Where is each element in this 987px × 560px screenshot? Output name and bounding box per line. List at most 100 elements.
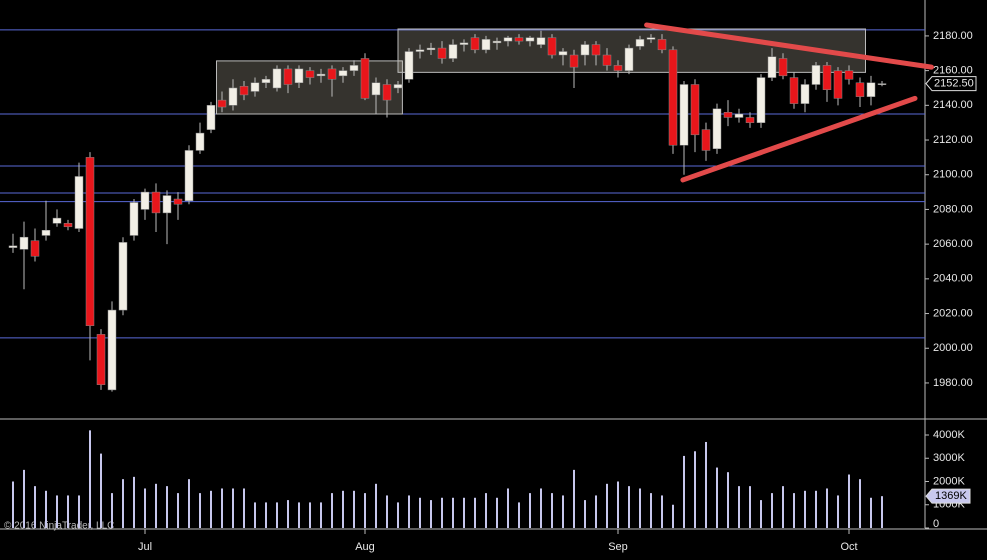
volume-bar	[859, 479, 861, 528]
candle-body	[52, 217, 62, 224]
candle-body	[404, 51, 414, 80]
volume-bar	[210, 490, 212, 528]
y-tick-label: 3000K	[933, 452, 965, 464]
candle-body	[228, 87, 238, 106]
volume-bar	[177, 493, 179, 528]
volume-bar	[584, 500, 586, 528]
volume-bar	[661, 495, 663, 528]
volume-bar	[78, 495, 80, 528]
volume-bar	[650, 493, 652, 528]
volume-bar	[782, 486, 784, 528]
volume-bar	[639, 488, 641, 528]
volume-bar	[12, 481, 14, 528]
volume-bar	[199, 493, 201, 528]
volume-bar	[595, 495, 597, 528]
candle-body	[602, 54, 612, 66]
y-tick-label: 2120.00	[933, 134, 973, 146]
candle-body	[778, 58, 788, 77]
candle-body	[338, 70, 348, 77]
volume-bar	[573, 469, 575, 528]
volume-bar	[298, 502, 300, 528]
volume-bar	[815, 490, 817, 528]
candle-body	[151, 191, 161, 214]
candle-body	[140, 191, 150, 210]
volume-bar	[617, 481, 619, 528]
y-tick-label: 1980.00	[933, 377, 973, 389]
candle-body	[107, 309, 117, 391]
volume-bar	[386, 495, 388, 528]
candle-body	[569, 54, 579, 68]
candle-body	[690, 84, 700, 136]
last-volume-label: 1369K	[935, 490, 967, 502]
y-tick-label: 2000K	[933, 475, 965, 487]
candle-body	[734, 113, 744, 118]
candle-body	[580, 44, 590, 56]
candle-body	[41, 230, 51, 236]
candle-body	[613, 65, 623, 71]
x-tick-label: Oct	[840, 541, 857, 553]
candle-body	[558, 51, 568, 56]
volume-bar	[232, 488, 234, 528]
candle-body	[250, 82, 260, 92]
y-tick-label: 2040.00	[933, 273, 973, 285]
volume-bar	[287, 500, 289, 528]
candle-body	[756, 77, 766, 123]
volume-bar	[353, 490, 355, 528]
candle-body	[492, 40, 502, 44]
candle-body	[503, 37, 513, 42]
volume-bar	[100, 453, 102, 528]
volume-bar	[760, 500, 762, 528]
candle-body	[767, 56, 777, 78]
volume-bar	[540, 488, 542, 528]
volume-bar	[837, 495, 839, 528]
candle-body	[822, 65, 832, 90]
volume-bar	[320, 502, 322, 528]
candle-body	[294, 68, 304, 84]
volume-bar	[375, 483, 377, 528]
volume-bar	[881, 496, 883, 528]
candle-body	[844, 70, 854, 80]
candle-body	[789, 77, 799, 104]
candle-body	[624, 47, 634, 71]
volume-bar	[716, 467, 718, 528]
candle-body	[525, 37, 535, 42]
volume-bar	[518, 502, 520, 528]
volume-bar	[155, 483, 157, 528]
volume-bar	[221, 488, 223, 528]
trend-line	[680, 95, 918, 183]
volume-bar	[89, 430, 91, 528]
candle-body	[448, 44, 458, 59]
volume-bar	[133, 476, 135, 528]
copyright: © 2016 NinjaTrader, LLC	[4, 521, 114, 532]
volume-bar	[683, 455, 685, 528]
volume-bar	[694, 451, 696, 528]
volume-bar	[628, 486, 630, 528]
candle-body	[393, 84, 403, 89]
candle-body	[800, 84, 810, 104]
volume-bar	[507, 488, 509, 528]
volume-bar	[452, 497, 454, 528]
candle-body	[657, 39, 667, 51]
candle-body	[63, 223, 73, 228]
volume-bar	[342, 490, 344, 528]
volume-bar	[331, 493, 333, 528]
last-price-marker	[925, 76, 977, 92]
y-tick-label: 2060.00	[933, 238, 973, 250]
candle-body	[679, 84, 689, 146]
volume-bar	[771, 493, 773, 528]
volume-bar	[419, 497, 421, 528]
volume-bar	[870, 497, 872, 528]
volume-bar	[485, 493, 487, 528]
volume-bar	[804, 490, 806, 528]
candle-body	[866, 82, 876, 97]
volume-bar	[397, 502, 399, 528]
candle-body	[437, 47, 447, 59]
candle-body	[19, 236, 29, 250]
y-tick-label: 2080.00	[933, 203, 973, 215]
candle-body	[206, 105, 216, 130]
volume-bar	[309, 502, 311, 528]
trend-line	[644, 22, 934, 70]
candle-body	[877, 83, 887, 85]
volume-bar	[243, 488, 245, 528]
